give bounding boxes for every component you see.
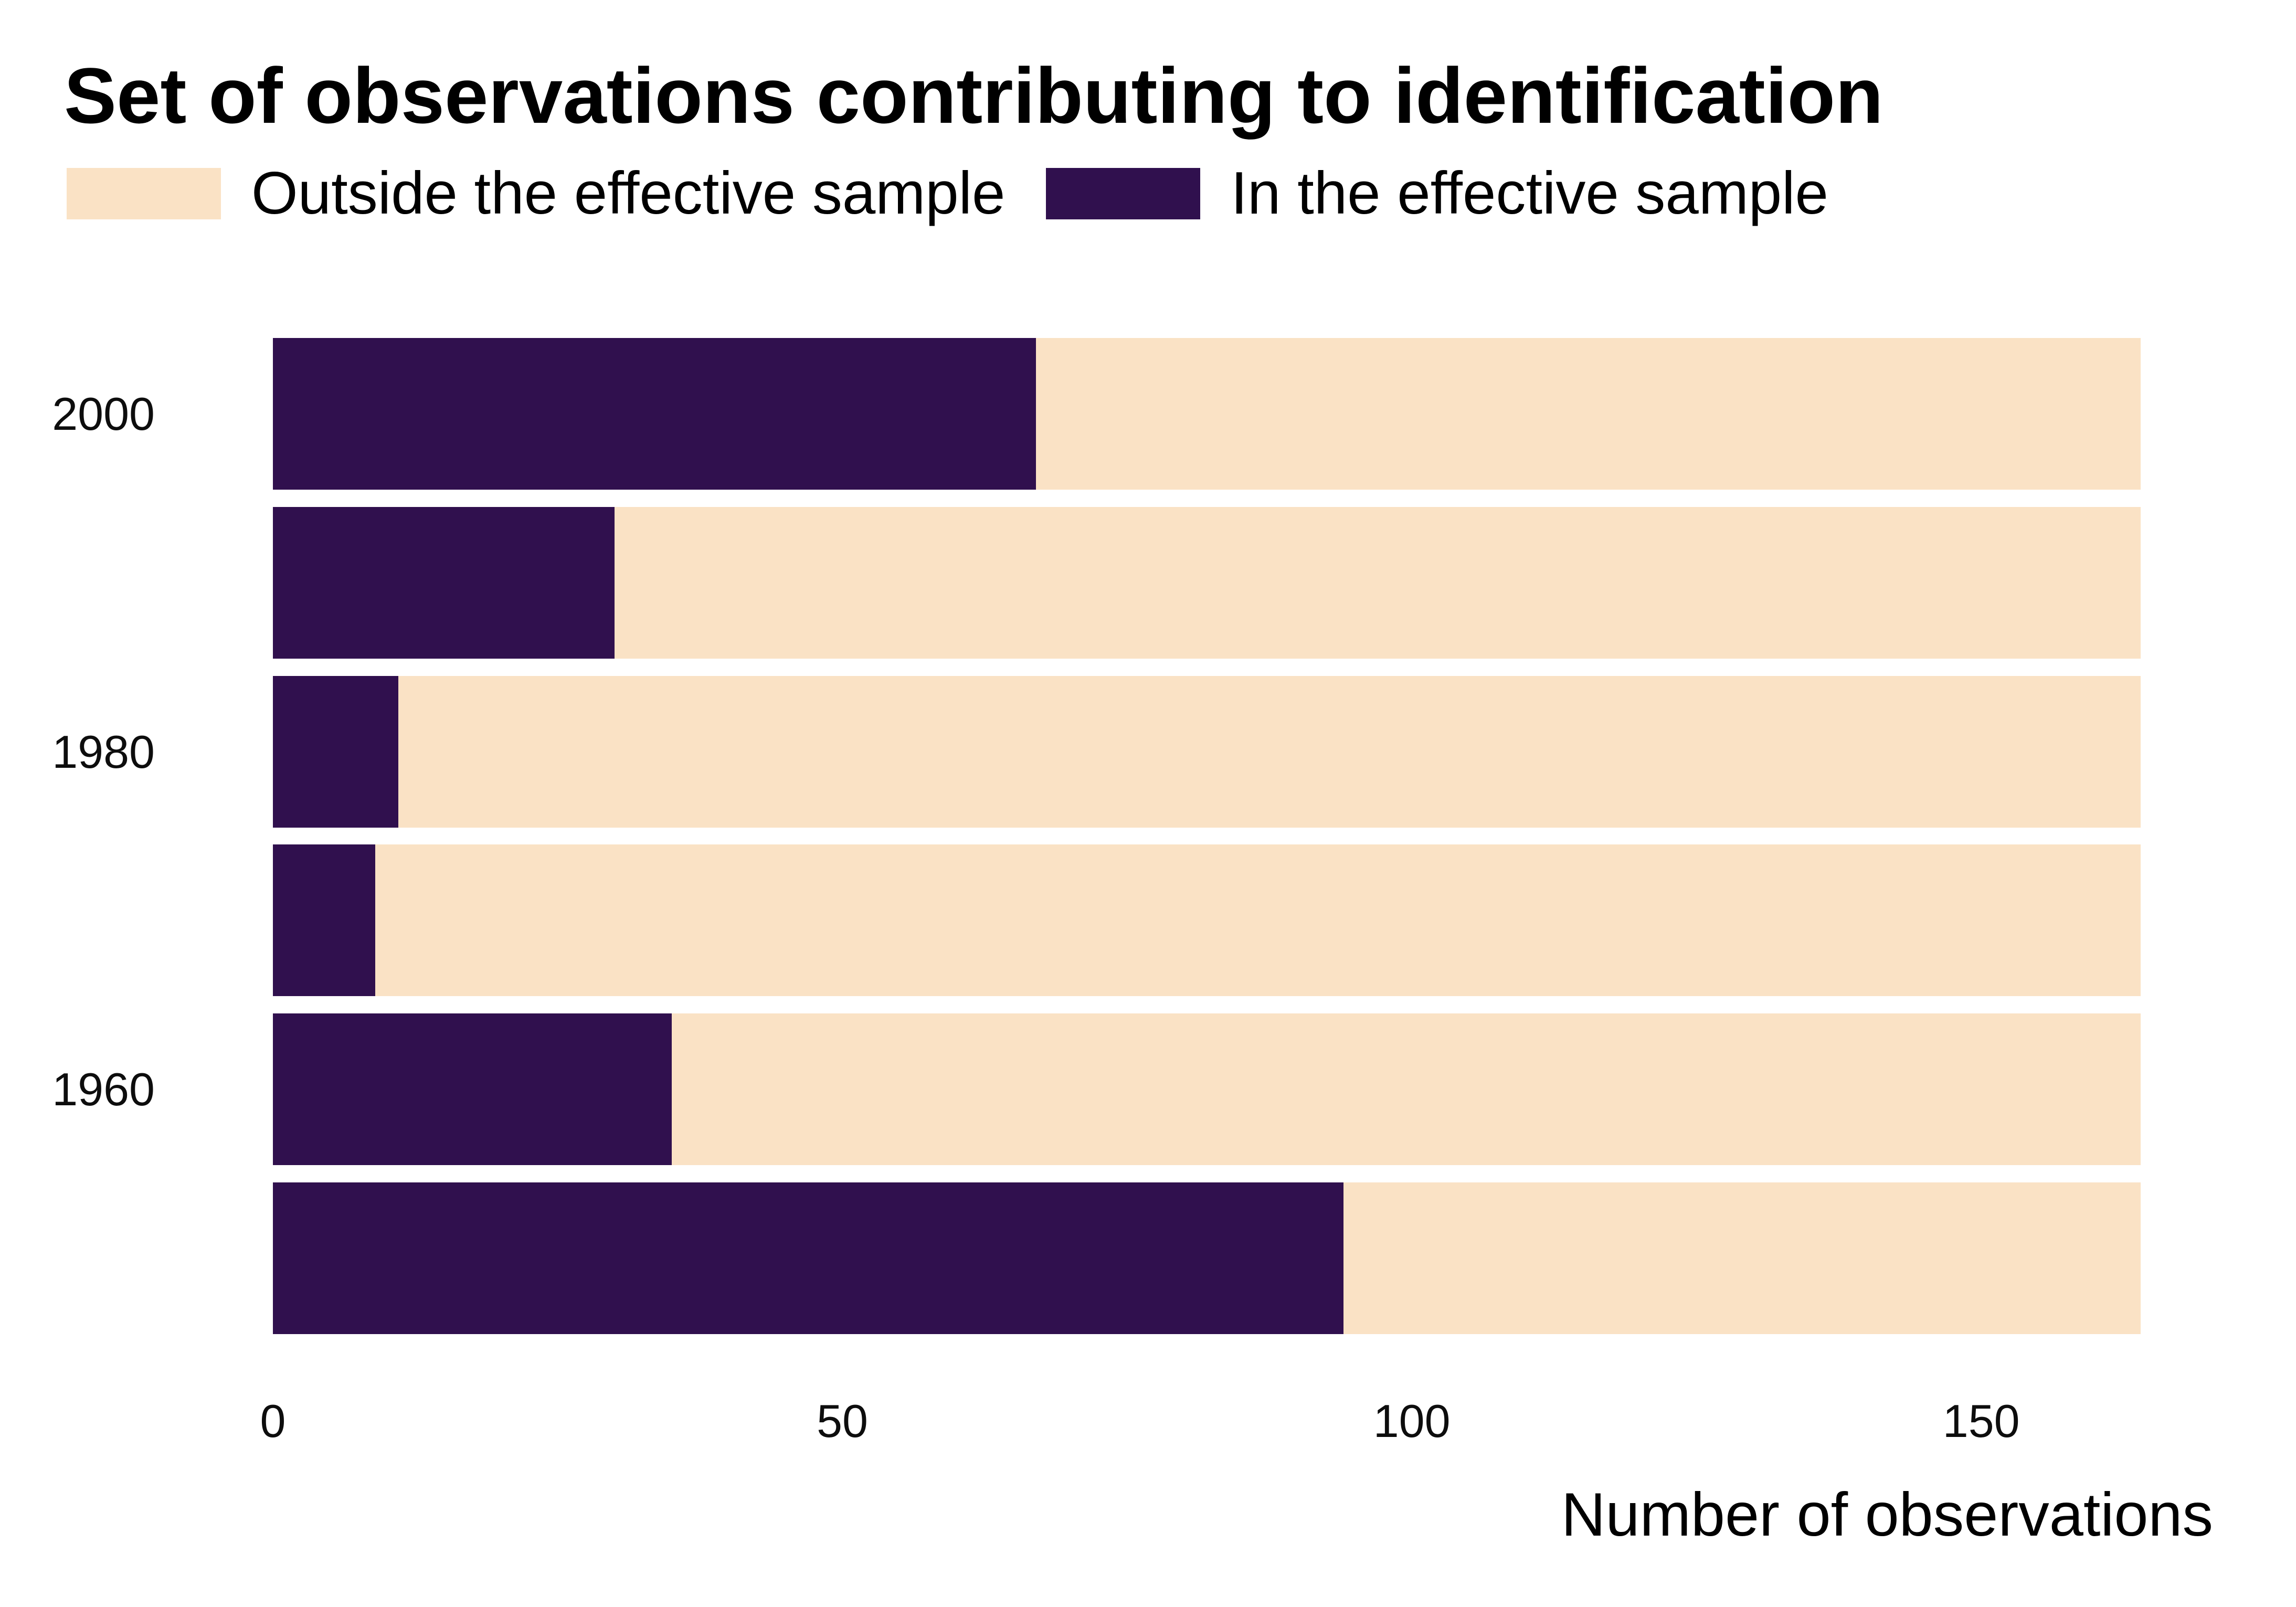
y-axis-label	[21, 1182, 155, 1334]
bar-track	[273, 507, 2141, 659]
x-axis-tick-label: 0	[260, 1395, 286, 1447]
bar-segment-in-sample	[273, 676, 398, 828]
x-axis-title: Number of observations	[1561, 1480, 2213, 1549]
bar-row	[0, 507, 2296, 659]
x-axis-tick-label: 100	[1373, 1395, 1451, 1447]
bar-track	[273, 338, 2141, 490]
bar-segment-outside-sample	[1343, 1182, 2141, 1334]
bar-track	[273, 676, 2141, 828]
y-axis-label: 1960	[52, 1063, 155, 1115]
legend-swatch-in-sample-icon	[1046, 168, 1201, 219]
legend-label-in-sample: In the effective sample	[1231, 160, 1828, 227]
bar-segment-outside-sample	[671, 1013, 2141, 1165]
bar-track	[273, 1013, 2141, 1165]
bar-segment-in-sample	[273, 507, 615, 659]
bar-row	[0, 1182, 2296, 1334]
bar-segment-outside-sample	[398, 676, 2141, 828]
bar-segment-in-sample	[273, 844, 376, 996]
bar-segment-in-sample	[273, 1182, 1343, 1334]
bar-track	[273, 1182, 2141, 1334]
bar-row	[0, 844, 2296, 996]
x-axis-tick-label: 150	[1942, 1395, 2020, 1447]
bar-row: 1980	[0, 676, 2296, 828]
legend-item-outside-sample: Outside the effective sample	[67, 160, 1006, 227]
bar-segment-outside-sample	[375, 844, 2141, 996]
bar-row: 1960	[0, 1013, 2296, 1165]
bar-track	[273, 844, 2141, 996]
bar-segment-in-sample	[273, 1013, 672, 1165]
bar-segment-outside-sample	[615, 507, 2141, 659]
y-axis-label	[21, 507, 155, 659]
bar-row: 2000	[0, 338, 2296, 490]
legend-label-outside-sample: Outside the effective sample	[251, 160, 1006, 227]
x-axis-tick-label: 50	[817, 1395, 868, 1447]
y-axis-label	[21, 844, 155, 996]
legend: Outside the effective sample In the effe…	[67, 160, 1828, 227]
y-axis-label: 2000	[52, 387, 155, 440]
y-axis-label: 1980	[52, 725, 155, 778]
legend-swatch-outside-sample-icon	[67, 168, 221, 219]
chart-title: Set of observations contributing to iden…	[64, 51, 1884, 140]
legend-item-in-sample: In the effective sample	[1046, 160, 1828, 227]
bar-segment-in-sample	[273, 338, 1036, 490]
bar-segment-outside-sample	[1035, 338, 2141, 490]
